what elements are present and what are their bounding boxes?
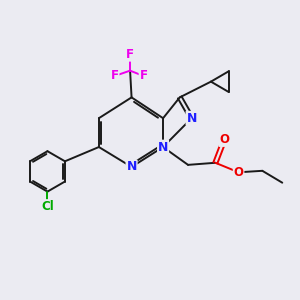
Text: F: F [111,70,119,83]
Text: N: N [186,112,197,125]
Text: N: N [126,160,137,173]
Text: O: O [219,133,229,146]
Text: F: F [126,48,134,61]
Text: F: F [140,70,148,83]
Text: O: O [234,166,244,179]
Text: N: N [158,140,168,154]
Text: Cl: Cl [41,200,54,213]
